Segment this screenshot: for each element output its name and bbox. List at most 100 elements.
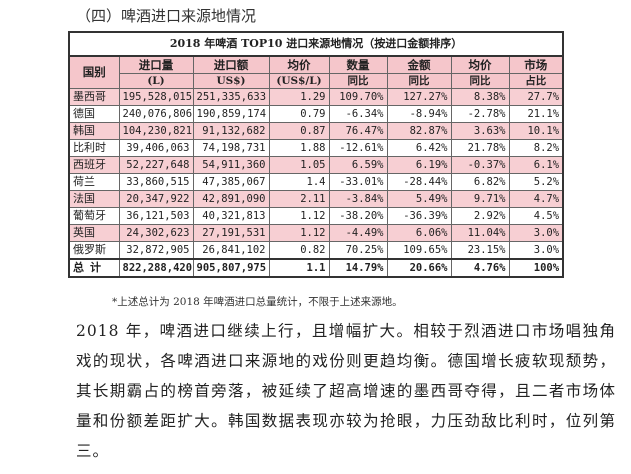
cell-unit-price: 0.87 [268,122,330,140]
cell-volume-yoy: -4.49% [328,224,388,242]
cell-value-yoy: 127.27% [386,88,452,106]
header-value: 进口额 [192,55,270,74]
table-row: 西班牙 52,227,648 54,911,360 1.05 6.59% 6.19% -0.… [68,156,564,174]
cell-volume-yoy: -3.84% [328,190,388,208]
header-price-yoy: 均价 [450,55,510,74]
table-row: 荷兰 33,860,515 47,385,067 1.4 -33.01% -28.44% 6… [68,173,564,191]
table-row: 比利时 39,406,063 74,198,731 1.88 -12.61% 6.42% 2… [68,139,564,157]
cell-value: 91,132,682 [192,122,270,140]
cell-volume: 33,860,515 [118,173,194,191]
cell-value: 27,191,531 [192,224,270,242]
subheader-value-yoy: 同比 [386,73,452,89]
table-row: 德国 240,076,806 190,859,174 0.79 -6.34% -8.94%… [68,105,564,123]
total-value-yoy: 20.66% [386,258,452,278]
cell-country: 墨西哥 [68,88,120,106]
cell-share: 10.1% [508,122,564,140]
cell-volume-yoy: -6.34% [328,105,388,123]
cell-share: 8.2% [508,139,564,157]
cell-price-yoy: 21.78% [450,139,510,157]
cell-price-yoy: 2.92% [450,207,510,225]
cell-share: 3.0% [508,241,564,260]
cell-value-yoy: 5.49% [386,190,452,208]
header-volume-yoy: 数量 [328,55,388,74]
cell-share: 21.1% [508,105,564,123]
cell-country: 葡萄牙 [68,207,120,225]
cell-value-yoy: -36.39% [386,207,452,225]
subheader-unit-price: (US$/L) [268,73,330,89]
cell-price-yoy: -2.78% [450,105,510,123]
cell-unit-price: 1.88 [268,139,330,157]
header-unit-price: 均价 [268,55,330,74]
cell-share: 6.1% [508,156,564,174]
cell-value-yoy: 6.19% [386,156,452,174]
cell-price-yoy: 6.82% [450,173,510,191]
cell-unit-price: 1.29 [268,88,330,106]
cell-country: 俄罗斯 [68,241,120,260]
cell-value: 26,841,102 [192,241,270,260]
cell-price-yoy: 8.38% [450,88,510,106]
cell-volume-yoy: 76.47% [328,122,388,140]
cell-price-yoy: 3.63% [450,122,510,140]
table-row: 俄罗斯 32,872,905 26,841,102 0.82 70.25% 109.65%… [68,241,564,260]
cell-share: 3.0% [508,224,564,242]
table-title: 2018 年啤酒 TOP10 进口来源地情况（按进口金额排序） [68,31,564,57]
cell-volume-yoy: 109.70% [328,88,388,106]
cell-volume-yoy: -12.61% [328,139,388,157]
cell-unit-price: 0.79 [268,105,330,123]
header-value-yoy: 金额 [386,55,452,74]
cell-volume: 240,076,806 [118,105,194,123]
cell-country: 西班牙 [68,156,120,174]
cell-volume: 20,347,922 [118,190,194,208]
cell-value: 74,198,731 [192,139,270,157]
cell-volume-yoy: -38.20% [328,207,388,225]
cell-volume: 24,302,623 [118,224,194,242]
cell-price-yoy: 23.15% [450,241,510,260]
import-sources-table: 2018 年啤酒 TOP10 进口来源地情况（按进口金额排序） 国别 进口量 进… [68,31,565,278]
header-volume: 进口量 [118,55,194,74]
table-footnote: *上述总计为 2018 年啤酒进口总量统计，不限于上述来源地。 [112,296,403,308]
section-heading: （四）啤酒进口来源地情况 [76,7,257,25]
cell-volume: 36,121,503 [118,207,194,225]
subheader-volume: (L) [118,73,194,89]
cell-value-yoy: 6.42% [386,139,452,157]
cell-unit-price: 1.12 [268,207,330,225]
cell-value: 54,911,360 [192,156,270,174]
cell-value: 47,385,067 [192,173,270,191]
cell-country: 荷兰 [68,173,120,191]
total-volume: 822,288,420 [118,258,194,278]
cell-value-yoy: 82.87% [386,122,452,140]
paragraph-text: 2018 年，啤酒进口继续上行，且增幅扩大。相较于烈酒进口市场唱独角戏的现状，各… [76,322,616,460]
cell-share: 4.7% [508,190,564,208]
cell-value-yoy: 6.06% [386,224,452,242]
import-table-container: 2018 年啤酒 TOP10 进口来源地情况（按进口金额排序） 国别 进口量 进… [68,31,565,278]
total-volume-yoy: 14.79% [328,258,388,278]
cell-value-yoy: -8.94% [386,105,452,123]
header-share: 市场 [508,55,564,74]
cell-country: 韩国 [68,122,120,140]
cell-country: 德国 [68,105,120,123]
total-country: 总计 [68,258,120,278]
cell-unit-price: 1.12 [268,224,330,242]
cell-unit-price: 2.11 [268,190,330,208]
table-row: 韩国 104,230,821 91,132,682 0.87 76.47% 82.87% 3… [68,122,564,140]
cell-value: 40,321,813 [192,207,270,225]
cell-volume: 104,230,821 [118,122,194,140]
table-body: 墨西哥 195,528,015 251,335,633 1.29 109.70% 127.… [68,88,564,278]
cell-volume-yoy: 70.25% [328,241,388,260]
body-paragraph: 2018 年，啤酒进口继续上行，且增幅扩大。相较于烈酒进口市场唱独角戏的现状，各… [76,316,616,466]
cell-price-yoy: 11.04% [450,224,510,242]
subheader-volume-yoy: 同比 [328,73,388,89]
cell-value: 190,859,174 [192,105,270,123]
cell-share: 27.7% [508,88,564,106]
total-share: 100% [508,258,564,278]
cell-value: 42,891,090 [192,190,270,208]
cell-share: 4.5% [508,207,564,225]
cell-price-yoy: -0.37% [450,156,510,174]
cell-volume: 195,528,015 [118,88,194,106]
table-row: 葡萄牙 36,121,503 40,321,813 1.12 -38.20% -36.39… [68,207,564,225]
cell-volume: 52,227,648 [118,156,194,174]
table-row: 法国 20,347,922 42,891,090 2.11 -3.84% 5.49% 9.7… [68,190,564,208]
cell-volume: 32,872,905 [118,241,194,260]
cell-country: 英国 [68,224,120,242]
cell-value-yoy: 109.65% [386,241,452,260]
